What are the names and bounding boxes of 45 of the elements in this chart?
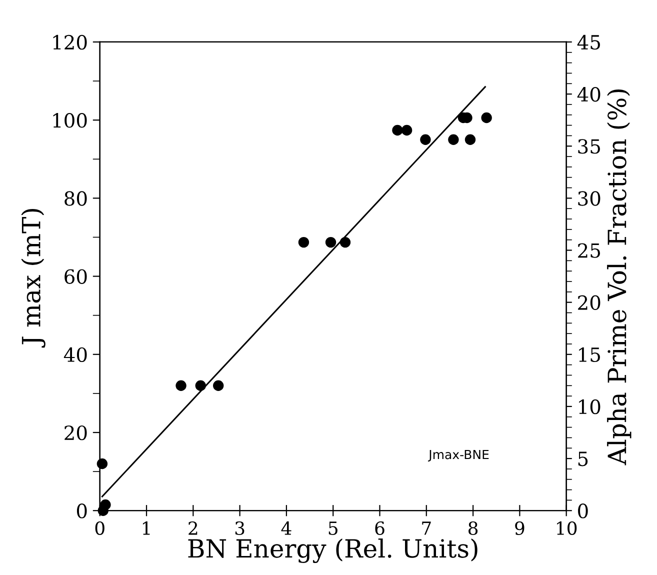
y-tick-label: 60 xyxy=(64,269,87,284)
point xyxy=(392,124,403,136)
x-tick-label: 0 xyxy=(95,521,104,535)
point xyxy=(420,134,431,145)
y2-tick-label: 15 xyxy=(579,347,600,362)
y2-tick-label: 45 xyxy=(577,34,600,50)
y2-tick-label: 0 xyxy=(578,504,588,518)
y-tick-label: 80 xyxy=(64,191,87,206)
x-tick-label: 7 xyxy=(422,522,431,535)
annotation: Jmax-BNE xyxy=(428,450,489,462)
point xyxy=(212,380,224,391)
x-tick-label: 3 xyxy=(235,521,244,535)
x-tick-label: 5 xyxy=(328,522,338,535)
x-tick-label: 2 xyxy=(188,521,198,535)
y2-axis-title: Alpha Prime Vol. Fraction (%) xyxy=(607,89,632,466)
point xyxy=(298,236,310,248)
x-tick-label: 6 xyxy=(375,521,384,535)
y-tick-label: 120 xyxy=(53,34,87,50)
point xyxy=(96,458,108,470)
point xyxy=(176,380,186,391)
x-tick-label: 4 xyxy=(281,521,292,535)
y2-tick-label: 20 xyxy=(578,295,600,310)
y2-tick-label: 25 xyxy=(578,243,600,258)
y-tick-label: 20 xyxy=(64,425,87,440)
y2-tick-label: 10 xyxy=(579,399,600,414)
y2-tick-label: 40 xyxy=(577,87,600,102)
x-tick-label: 9 xyxy=(515,521,524,535)
point xyxy=(481,112,492,124)
x-tick-label: 8 xyxy=(468,521,478,535)
x-axis-title: BN Energy (Rel. Units) xyxy=(188,538,478,564)
point xyxy=(195,380,206,391)
y2-tick-label: 5 xyxy=(578,452,588,466)
y-tick-label: 100 xyxy=(53,113,87,128)
y-tick-label: 40 xyxy=(64,347,87,362)
point xyxy=(325,236,336,248)
x-tick-label: 1 xyxy=(142,521,150,535)
point xyxy=(448,134,459,145)
y2-tick-label: 35 xyxy=(578,139,600,154)
y-tick-label: 0 xyxy=(76,504,87,518)
point xyxy=(464,134,476,145)
point xyxy=(340,236,351,248)
x-tick-label: 10 xyxy=(557,521,577,535)
point xyxy=(401,124,412,136)
y2-tick-label: 30 xyxy=(578,191,600,206)
y-axis-title: J max (mT) xyxy=(21,209,46,348)
